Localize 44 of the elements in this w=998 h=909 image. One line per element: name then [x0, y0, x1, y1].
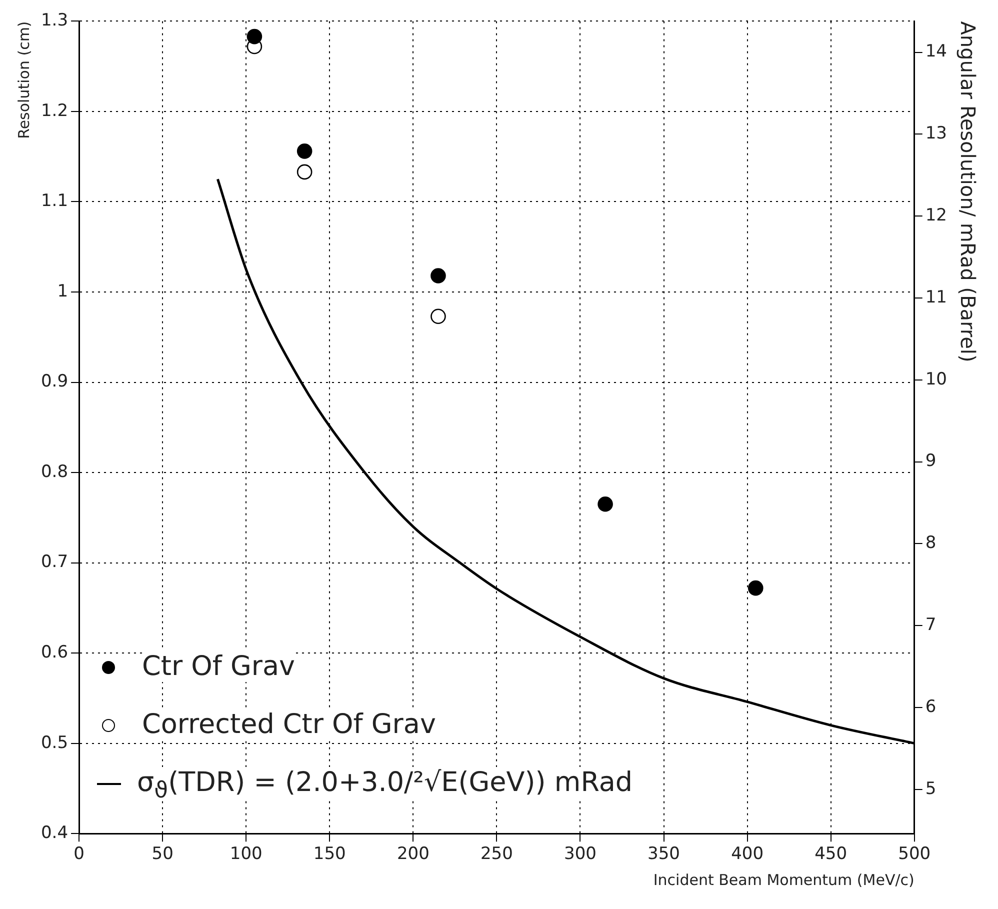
- y-tick-label: 0.8: [40, 462, 68, 482]
- y2-tick-label: 12: [925, 206, 948, 226]
- y-tick-label: 0.6: [40, 642, 68, 662]
- legend-label: Corrected Ctr Of Grav: [142, 709, 436, 740]
- legend-label: Ctr Of Grav: [142, 651, 296, 682]
- point: [598, 496, 613, 512]
- point: [296, 164, 312, 180]
- y2-tick-label: 10: [925, 369, 948, 390]
- y2-tick-label: 11: [925, 287, 948, 308]
- point: [430, 308, 446, 324]
- x-tick-label: 0: [74, 844, 84, 864]
- y-axis-title: Resolution (cm): [14, 21, 33, 139]
- legend-label: σ$_{ϑ}$(TDR) = (2.0+3.0/²√E(GeV)) mRad: [137, 767, 633, 804]
- y2-tick-label: 13: [925, 124, 948, 144]
- point: [748, 580, 764, 596]
- x-tick-label: 50: [152, 844, 174, 864]
- y-tick-label: 1.1: [40, 191, 68, 212]
- x-axis-title: Incident Beam Momentum (MeV/c): [653, 870, 914, 889]
- x-tick-label: 350: [648, 844, 680, 864]
- y-tick-label: 1.2: [40, 100, 68, 121]
- y2-tick-label: 5: [925, 778, 936, 799]
- y-tick-label: 0.5: [40, 732, 68, 753]
- y2-tick-label: 14: [925, 42, 948, 62]
- x-tick-label: 450: [814, 844, 848, 864]
- y2-tick-label: 6: [925, 696, 936, 717]
- y-tick-label: 0.4: [40, 823, 68, 844]
- y2-tick-label: 8: [925, 533, 936, 554]
- y-tick-label: 1.3: [40, 10, 68, 31]
- y2-axis-title: Angular Resolution/ mRad (Barrel): [956, 21, 980, 362]
- x-tick-label: 100: [230, 844, 262, 864]
- y-tick-label: 1: [57, 281, 68, 302]
- x-tick-label: 200: [396, 844, 430, 864]
- point: [246, 28, 262, 44]
- point: [296, 144, 312, 159]
- y2-tick-label: 7: [925, 615, 936, 636]
- x-tick-label: 400: [731, 844, 764, 864]
- x-tick-label: 500: [898, 844, 931, 864]
- y-tick-label: 0.9: [40, 372, 68, 392]
- point: [430, 268, 446, 284]
- x-tick-label: 250: [480, 844, 513, 864]
- y-tick-label: 0.7: [40, 552, 68, 572]
- x-tick-label: 150: [313, 844, 346, 864]
- y2-tick-label: 9: [925, 451, 936, 472]
- x-tick-label: 300: [564, 844, 596, 864]
